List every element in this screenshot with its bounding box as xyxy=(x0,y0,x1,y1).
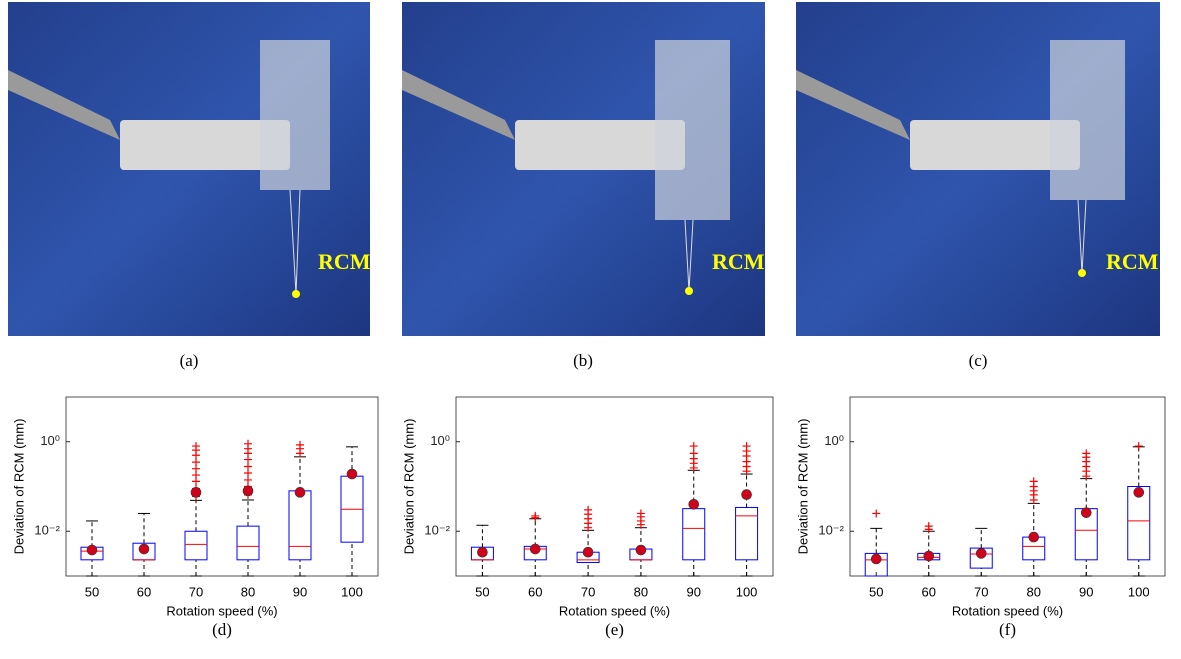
rcm-label: RCM xyxy=(1106,249,1159,274)
mean-marker xyxy=(870,553,882,565)
mean-marker xyxy=(975,548,987,559)
x-tick-label: 100 xyxy=(736,584,758,599)
outlier xyxy=(244,439,252,448)
mean-marker xyxy=(138,543,150,555)
y-tick-label: 10⁻² xyxy=(34,523,60,538)
outlier xyxy=(1134,442,1143,451)
x-tick-label: 60 xyxy=(137,584,151,599)
photo-a xyxy=(8,2,370,336)
x-tick-label: 80 xyxy=(241,584,255,599)
caption: (d) xyxy=(212,620,232,639)
mean-marker xyxy=(477,546,488,558)
caption: (c) xyxy=(969,351,988,370)
outlier xyxy=(244,475,252,484)
mean-marker xyxy=(582,546,594,558)
mean-marker xyxy=(294,487,306,498)
x-tick-label: 70 xyxy=(974,584,988,599)
outlier xyxy=(689,442,698,451)
mean-marker xyxy=(190,487,202,498)
mean-marker xyxy=(1028,531,1040,543)
outlier xyxy=(1029,477,1038,486)
outlier xyxy=(742,442,751,451)
box xyxy=(236,525,260,561)
box xyxy=(1127,486,1151,561)
outlier xyxy=(192,442,200,451)
photo-c xyxy=(796,2,1160,336)
x-tick-label: 70 xyxy=(581,584,595,599)
plot-frame xyxy=(455,396,774,577)
outlier xyxy=(192,458,200,467)
y-tick-label: 10⁰ xyxy=(430,433,450,448)
outlier xyxy=(531,511,540,520)
mean-marker xyxy=(346,468,358,480)
x-tick-label: 100 xyxy=(1128,584,1150,599)
x-axis-label: Rotation speed (%) xyxy=(166,603,277,618)
caption: (e) xyxy=(605,620,624,639)
outlier xyxy=(924,522,933,531)
x-tick-label: 60 xyxy=(528,584,542,599)
caption: (b) xyxy=(573,351,593,370)
x-tick-label: 90 xyxy=(293,584,307,599)
outlier xyxy=(689,449,698,458)
x-tick-label: 50 xyxy=(85,584,99,599)
outlier xyxy=(296,440,304,449)
rcm-label: RCM xyxy=(712,249,765,274)
rcm-label: RCM xyxy=(318,249,371,274)
y-axis-label: Deviation of RCM (mm) xyxy=(401,419,416,555)
caption: (f) xyxy=(999,620,1016,639)
x-axis-label: Rotation speed (%) xyxy=(559,603,670,618)
photo-b xyxy=(402,2,765,336)
box xyxy=(864,552,888,577)
mean-marker xyxy=(688,499,700,510)
y-tick-label: 10⁻² xyxy=(424,523,450,538)
y-axis-label: Deviation of RCM (mm) xyxy=(11,419,26,555)
x-tick-label: 90 xyxy=(687,584,701,599)
outlier xyxy=(636,509,645,518)
x-tick-label: 90 xyxy=(1079,584,1093,599)
mean-marker xyxy=(1080,507,1092,518)
mean-marker xyxy=(1133,487,1145,498)
x-tick-label: 50 xyxy=(475,584,489,599)
outlier xyxy=(872,509,881,518)
plot-frame xyxy=(849,396,1166,577)
x-axis-label: Rotation speed (%) xyxy=(952,603,1063,618)
mean-marker xyxy=(242,485,254,497)
mean-marker xyxy=(635,544,647,556)
caption: (a) xyxy=(180,351,199,370)
mean-marker xyxy=(86,544,98,556)
x-tick-label: 70 xyxy=(189,584,203,599)
outlier xyxy=(244,462,252,471)
box xyxy=(184,530,208,561)
outlier xyxy=(1082,449,1091,458)
x-tick-label: 80 xyxy=(1027,584,1041,599)
mean-marker xyxy=(923,550,935,562)
plot-frame xyxy=(65,396,379,577)
y-tick-label: 10⁻² xyxy=(818,523,844,538)
mean-marker xyxy=(741,489,752,500)
box xyxy=(735,506,759,561)
outlier xyxy=(584,505,593,514)
x-tick-label: 50 xyxy=(869,584,883,599)
x-tick-label: 60 xyxy=(922,584,936,599)
y-tick-label: 10⁰ xyxy=(824,433,844,448)
x-tick-label: 100 xyxy=(341,584,363,599)
mean-marker xyxy=(529,543,541,555)
y-axis-label: Deviation of RCM (mm) xyxy=(795,419,810,555)
x-tick-label: 80 xyxy=(634,584,648,599)
y-tick-label: 10⁰ xyxy=(40,433,60,448)
